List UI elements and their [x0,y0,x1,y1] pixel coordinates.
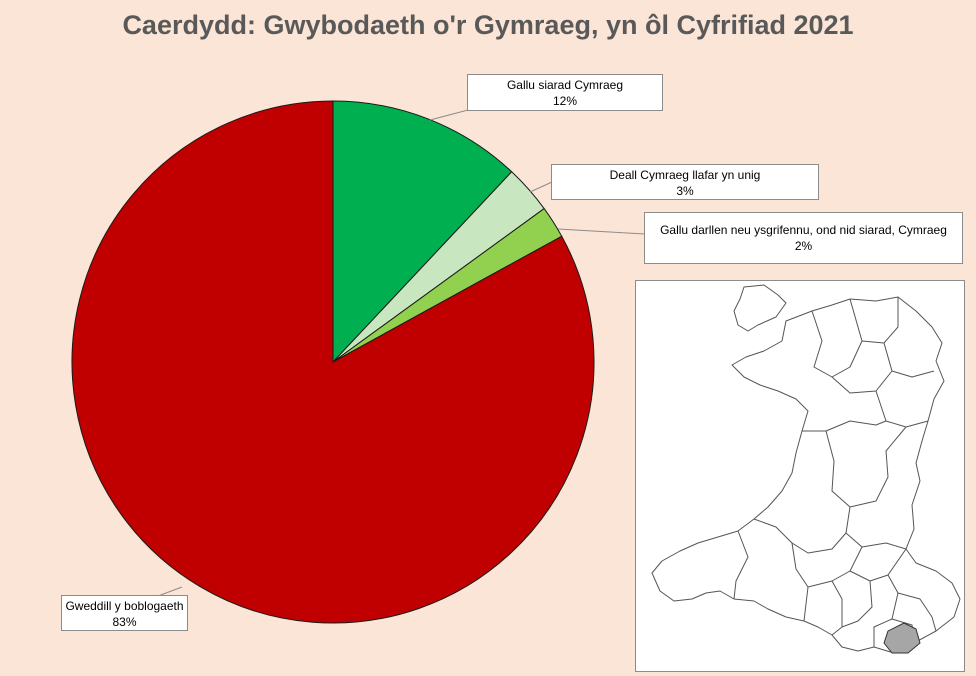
wales-map-svg [651,284,961,654]
wales-locator-map [635,280,965,672]
map-anglesey [733,284,787,332]
leader-lines [157,109,646,597]
pie-slice-3 [71,100,595,624]
slice-label-3-name: Gweddill y boblogaeth [65,599,184,613]
chart-title: Caerdydd: Gwybodaeth o'r Gymraeg, yn ôl … [122,10,854,40]
map-boundaries [733,297,937,647]
slice-label-1-value: 3% [676,184,694,198]
leader-line-3 [157,586,183,597]
slice-label-0: Gallu siarad Cymraeg 12% [467,74,663,111]
leader-line-0 [429,109,469,121]
slice-label-3: Gweddill y boblogaeth 83% [61,595,188,631]
slice-label-1-name: Deall Cymraeg llafar yn unig [609,168,761,182]
slice-label-3-value: 83% [112,615,137,629]
leader-line-2 [557,228,646,235]
slice-label-2-name: Gallu darllen neu ysgrifennu, ond nid si… [660,223,947,237]
slice-label-2-value: 2% [794,239,813,253]
pie-slices [71,100,595,624]
slice-label-0-name: Gallu siarad Cymraeg [506,78,624,92]
leader-line-1 [529,181,553,193]
map-cardiff-highlight [883,622,921,654]
slice-label-1: Deall Cymraeg llafar yn unig 3% [551,164,819,200]
map-wales-outline [651,296,961,654]
pie-slice-0 [332,100,513,364]
slice-label-2: Gallu darllen neu ysgrifennu, ond nid si… [644,212,963,264]
slice-label-0-value: 12% [552,94,578,108]
